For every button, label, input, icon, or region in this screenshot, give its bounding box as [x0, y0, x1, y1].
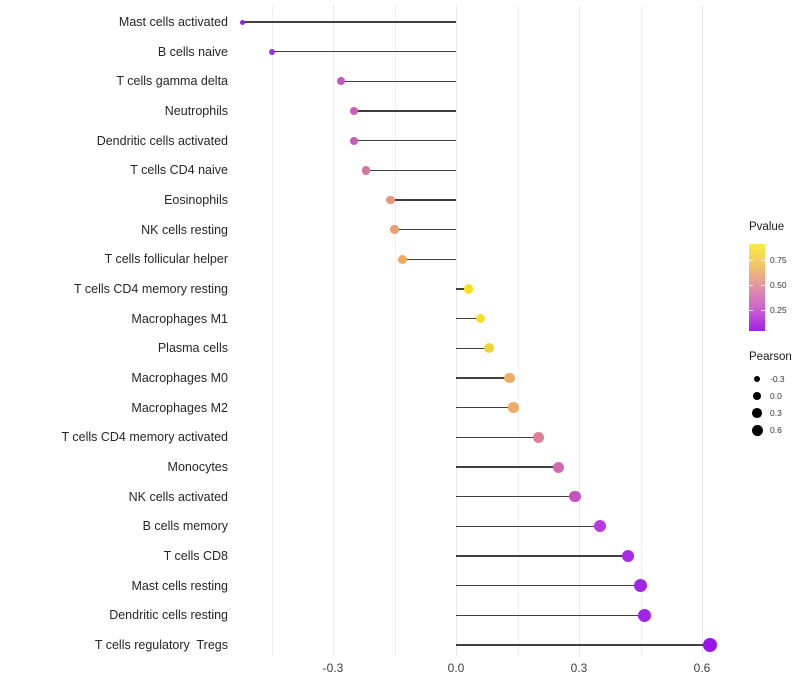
pearson-size-label: 0.3: [770, 408, 782, 418]
pvalue-legend-title: Pvalue: [749, 221, 785, 233]
lollipop-stick: [456, 584, 641, 587]
lollipop-stick: [456, 317, 481, 320]
lollipop-dot: [508, 402, 519, 413]
pearson-size-dot: [752, 391, 762, 401]
pvalue-tick-mark: [749, 260, 753, 261]
pvalue-tick-label: 0.75: [770, 255, 787, 265]
pvalue-tick-mark: [761, 260, 765, 261]
x-tick-label: 0.6: [693, 661, 711, 675]
category-label: T cells CD4 memory resting: [74, 282, 228, 297]
lollipop-stick: [456, 466, 559, 468]
category-label: T cells CD8: [163, 549, 228, 564]
lollipop-dot: [337, 77, 346, 86]
category-label: Dendritic cells activated: [96, 133, 228, 148]
lollipop-dot: [483, 343, 494, 354]
gridline-minor: [640, 5, 642, 656]
pvalue-tick-label: 0.25: [770, 305, 787, 315]
lollipop-dot: [398, 254, 408, 264]
category-label: B cells memory: [142, 519, 228, 534]
pearson-size-label: -0.3: [770, 374, 785, 384]
category-label: Mast cells activated: [118, 15, 228, 29]
pearson-size-label: 0.0: [770, 391, 782, 401]
pearson-size-dot: [753, 375, 761, 383]
category-label: Dendritic cells resting: [109, 608, 228, 623]
category-label: T cells CD4 naive: [130, 163, 228, 178]
lollipop-stick: [456, 436, 538, 439]
lollipop-stick: [456, 644, 711, 646]
lollipop-dot: [621, 549, 635, 563]
category-label: Eosinophils: [164, 193, 228, 208]
gridline-major: [702, 5, 703, 656]
lollipop-dot: [268, 48, 275, 55]
lollipop-dot: [463, 284, 474, 294]
pearson-size-label: 0.6: [770, 425, 782, 435]
lollipop-dot: [504, 372, 515, 384]
gridline-minor: [394, 5, 396, 656]
lollipop-dot: [349, 136, 358, 145]
lollipop-stick: [456, 406, 514, 409]
lollipop-dot: [361, 166, 371, 175]
lollipop-stick: [390, 199, 456, 201]
lollipop-stick: [353, 139, 456, 142]
category-label: T cells regulatory Tregs: [94, 638, 228, 653]
lollipop-stick: [341, 80, 456, 83]
category-label: NK cells activated: [128, 489, 228, 504]
lollipop-dot: [475, 313, 486, 324]
gridline-major: [456, 5, 457, 656]
lollipop-dot: [634, 579, 647, 593]
category-label: Monocytes: [167, 460, 228, 475]
lollipop-dot: [240, 19, 246, 25]
category-label: Neutrophils: [164, 104, 228, 118]
gridline-minor: [517, 5, 519, 656]
category-label: Mast cells resting: [131, 578, 228, 593]
lollipop-dot: [349, 107, 358, 115]
lollipop-dot: [702, 637, 718, 653]
lollipop-dot: [569, 490, 581, 503]
lollipop-dot: [390, 225, 399, 234]
lollipop-stick: [365, 169, 456, 172]
gridline-major: [333, 5, 334, 656]
lollipop-stick: [456, 555, 629, 557]
category-label: B cells naive: [157, 44, 228, 59]
pearson-legend-title: Pearson: [749, 351, 792, 363]
gridline-minor: [271, 5, 273, 656]
lollipop-stick: [456, 614, 645, 617]
lollipop-stick: [456, 288, 469, 290]
category-label: T cells gamma delta: [116, 74, 228, 89]
lollipop-stick: [271, 50, 456, 53]
lollipop-stick: [456, 347, 489, 350]
pvalue-tick-mark: [749, 285, 753, 286]
x-tick-label: 0.0: [447, 661, 465, 675]
lollipop-stick: [353, 110, 456, 112]
pvalue-tick-mark: [761, 310, 765, 311]
category-label: T cells CD4 memory activated: [61, 430, 229, 445]
lollipop-stick: [402, 258, 456, 261]
x-tick-label: 0.3: [570, 661, 588, 675]
lollipop-stick: [242, 21, 456, 23]
lollipop-dot: [593, 520, 606, 533]
pearson-size-dot: [751, 424, 763, 436]
lollipop-dot: [638, 608, 652, 622]
pvalue-tick-label: 0.50: [770, 280, 787, 290]
lollipop-stick: [456, 377, 510, 379]
lollipop-dot: [386, 195, 395, 205]
lollipop-stick: [394, 228, 456, 231]
pvalue-tick-mark: [761, 285, 765, 286]
x-tick-label: -0.3: [322, 661, 344, 675]
pvalue-tick-mark: [749, 310, 753, 311]
pvalue-gradient-bar: [749, 244, 765, 331]
category-label: Macrophages M2: [131, 400, 228, 415]
category-label: Plasma cells: [157, 341, 228, 356]
lollipop-stick: [456, 525, 600, 528]
gridline-major: [579, 5, 580, 656]
lollipop-stick: [456, 495, 575, 498]
lollipop-dot: [532, 431, 544, 443]
category-label: NK cells resting: [141, 222, 228, 237]
lollipop-dot: [553, 461, 564, 473]
category-label: T cells follicular helper: [104, 252, 228, 267]
category-label: Macrophages M0: [131, 371, 228, 386]
category-label: Macrophages M1: [131, 311, 228, 326]
pearson-size-dot: [752, 408, 762, 418]
